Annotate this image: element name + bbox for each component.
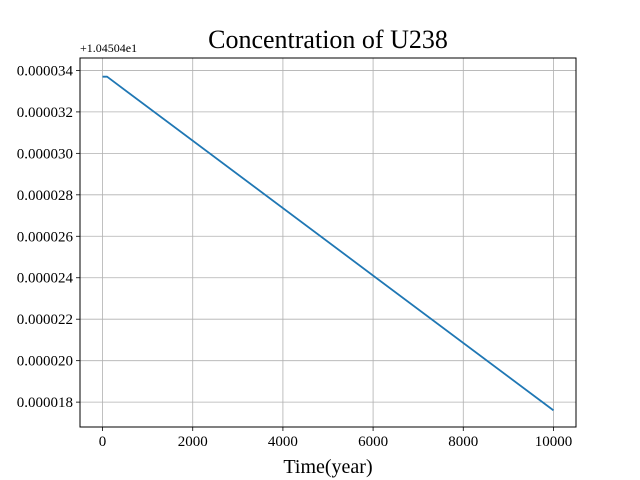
y-tick-label: 0.000026 (17, 229, 74, 245)
x-tick-label: 10000 (535, 434, 573, 450)
y-tick-label: 0.000034 (17, 63, 74, 79)
y-axis-offset-text: +1.04504e1 (80, 41, 137, 55)
plot-frame (79, 57, 577, 428)
x-tick-label: 6000 (358, 434, 388, 450)
y-tick-label: 0.000024 (17, 271, 74, 287)
series-layer (102, 75, 555, 412)
y-tick-label: 0.000022 (17, 312, 73, 328)
y-tick-label: 0.000020 (17, 354, 73, 370)
series-line (102, 75, 555, 412)
y-tick-label: 0.000018 (17, 395, 73, 411)
x-tick-label: 8000 (448, 434, 478, 450)
y-tick-label: 0.000032 (17, 105, 73, 121)
x-tick-label: 2000 (178, 434, 208, 450)
y-tick-label: 0.000028 (17, 188, 73, 204)
x-axis-label: Time(year) (283, 456, 372, 478)
y-axis-ticks: 0.000018 0.000020 0.000022 0.000024 0.000026… (17, 63, 80, 411)
y-tick-label: 0.000030 (17, 146, 73, 162)
chart-title: Concentration of U238 (208, 25, 448, 54)
x-tick-label: 0 (99, 434, 107, 450)
x-axis-ticks: 0 2000 4000 6000 8000 10000 (99, 427, 572, 450)
grid (80, 58, 576, 427)
x-tick-label: 4000 (268, 434, 298, 450)
